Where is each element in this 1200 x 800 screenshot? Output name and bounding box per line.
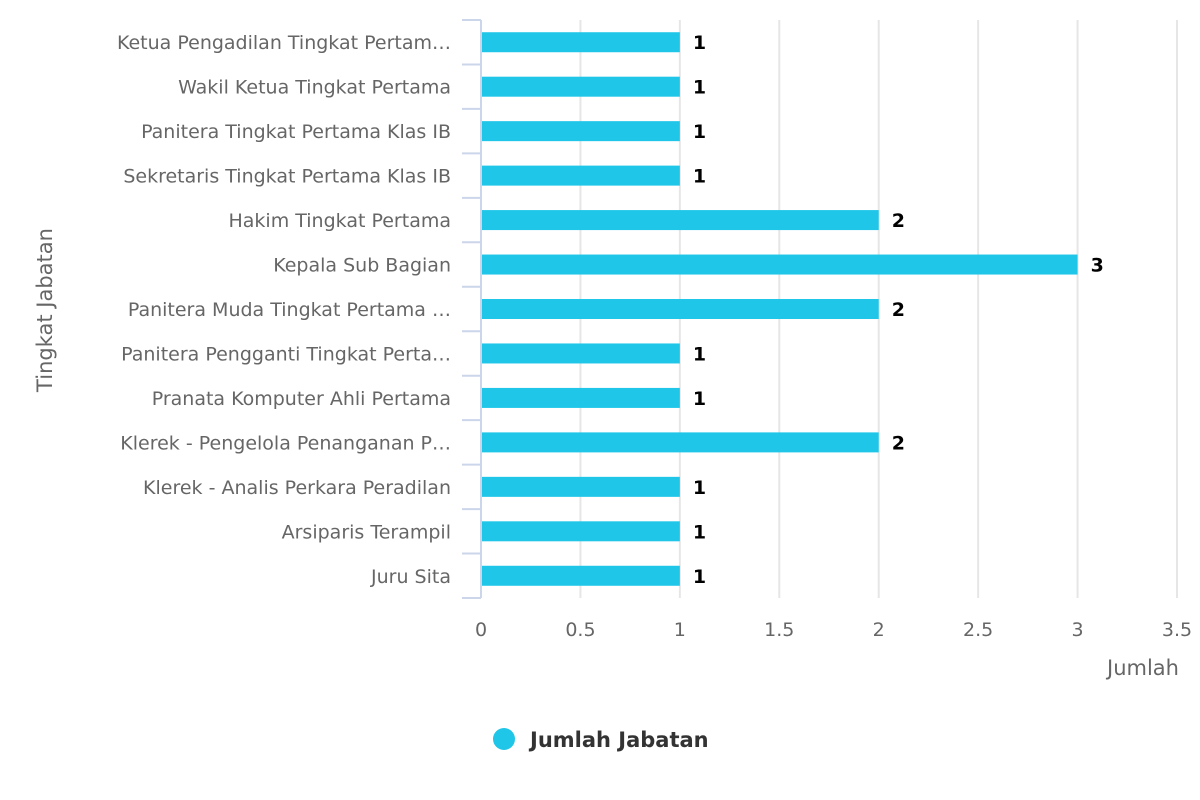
data-label: 1 <box>693 166 706 188</box>
bar[interactable] <box>482 565 680 586</box>
data-label: 1 <box>693 388 706 410</box>
data-label: 2 <box>892 432 905 454</box>
category-label: Wakil Ketua Tingkat Pertama <box>178 77 451 99</box>
bar[interactable] <box>482 32 680 53</box>
category-label: Ketua Pengadilan Tingkat Pertam… <box>117 32 451 54</box>
bar[interactable] <box>482 299 879 319</box>
category-label: Klerek - Pengelola Penanganan P… <box>120 432 451 454</box>
data-label: 2 <box>892 299 905 321</box>
tick-label: 0 <box>475 619 487 641</box>
category-label: Panitera Pengganti Tingkat Perta… <box>121 343 451 365</box>
legend-marker <box>493 728 515 750</box>
tick-label: 0.5 <box>565 619 595 641</box>
data-label: 1 <box>693 343 706 365</box>
category-axis-title: Tingkat Jabatan <box>33 228 57 393</box>
value-axis-title: Jumlah <box>1105 656 1179 680</box>
bar[interactable] <box>482 476 680 497</box>
bar[interactable] <box>482 343 680 364</box>
tick-label: 3 <box>1072 619 1084 641</box>
bar[interactable] <box>482 521 680 542</box>
gridlines <box>462 19 1178 599</box>
data-label: 1 <box>693 477 706 499</box>
data-label: 3 <box>1091 255 1104 277</box>
data-label: 2 <box>892 210 905 232</box>
category-label: Panitera Tingkat Pertama Klas IB <box>141 121 451 143</box>
category-label: Klerek - Analis Perkara Peradilan <box>143 477 451 499</box>
legend-item[interactable]: Jumlah Jabatan <box>493 728 709 752</box>
data-label: 1 <box>693 521 706 543</box>
bar[interactable] <box>482 254 1078 275</box>
category-label: Kepala Sub Bagian <box>273 255 451 277</box>
bar[interactable] <box>482 165 680 186</box>
tick-label: 1.5 <box>764 619 794 641</box>
bar[interactable] <box>482 387 680 408</box>
data-label: 1 <box>693 32 706 54</box>
category-label: Panitera Muda Tingkat Pertama … <box>128 299 451 321</box>
category-label: Pranata Komputer Ahli Pertama <box>152 388 451 410</box>
category-label: Juru Sita <box>370 566 451 588</box>
category-label: Sekretaris Tingkat Pertama Klas IB <box>123 166 451 188</box>
category-labels: Ketua Pengadilan Tingkat Pertam… Wakil Ke… <box>117 32 451 588</box>
data-label: 1 <box>693 566 706 588</box>
category-label: Hakim Tingkat Pertama <box>229 210 452 232</box>
bar[interactable] <box>482 432 879 453</box>
bar[interactable] <box>482 210 879 231</box>
value-axis-ticks: 0 0.5 1 1.5 2 2.5 3 3.5 <box>475 619 1192 641</box>
tick-label: 1 <box>674 619 686 641</box>
bar[interactable] <box>482 121 680 142</box>
tick-label: 3.5 <box>1162 619 1192 641</box>
category-label: Arsiparis Terampil <box>282 521 451 543</box>
data-label: 1 <box>693 121 706 143</box>
bar[interactable] <box>482 76 680 97</box>
legend-label: Jumlah Jabatan <box>528 728 709 752</box>
tick-label: 2.5 <box>963 619 993 641</box>
data-label: 1 <box>693 77 706 99</box>
bars: 1 1 1 1 2 3 2 1 1 2 1 1 1 <box>482 32 1104 588</box>
tick-label: 2 <box>873 619 885 641</box>
